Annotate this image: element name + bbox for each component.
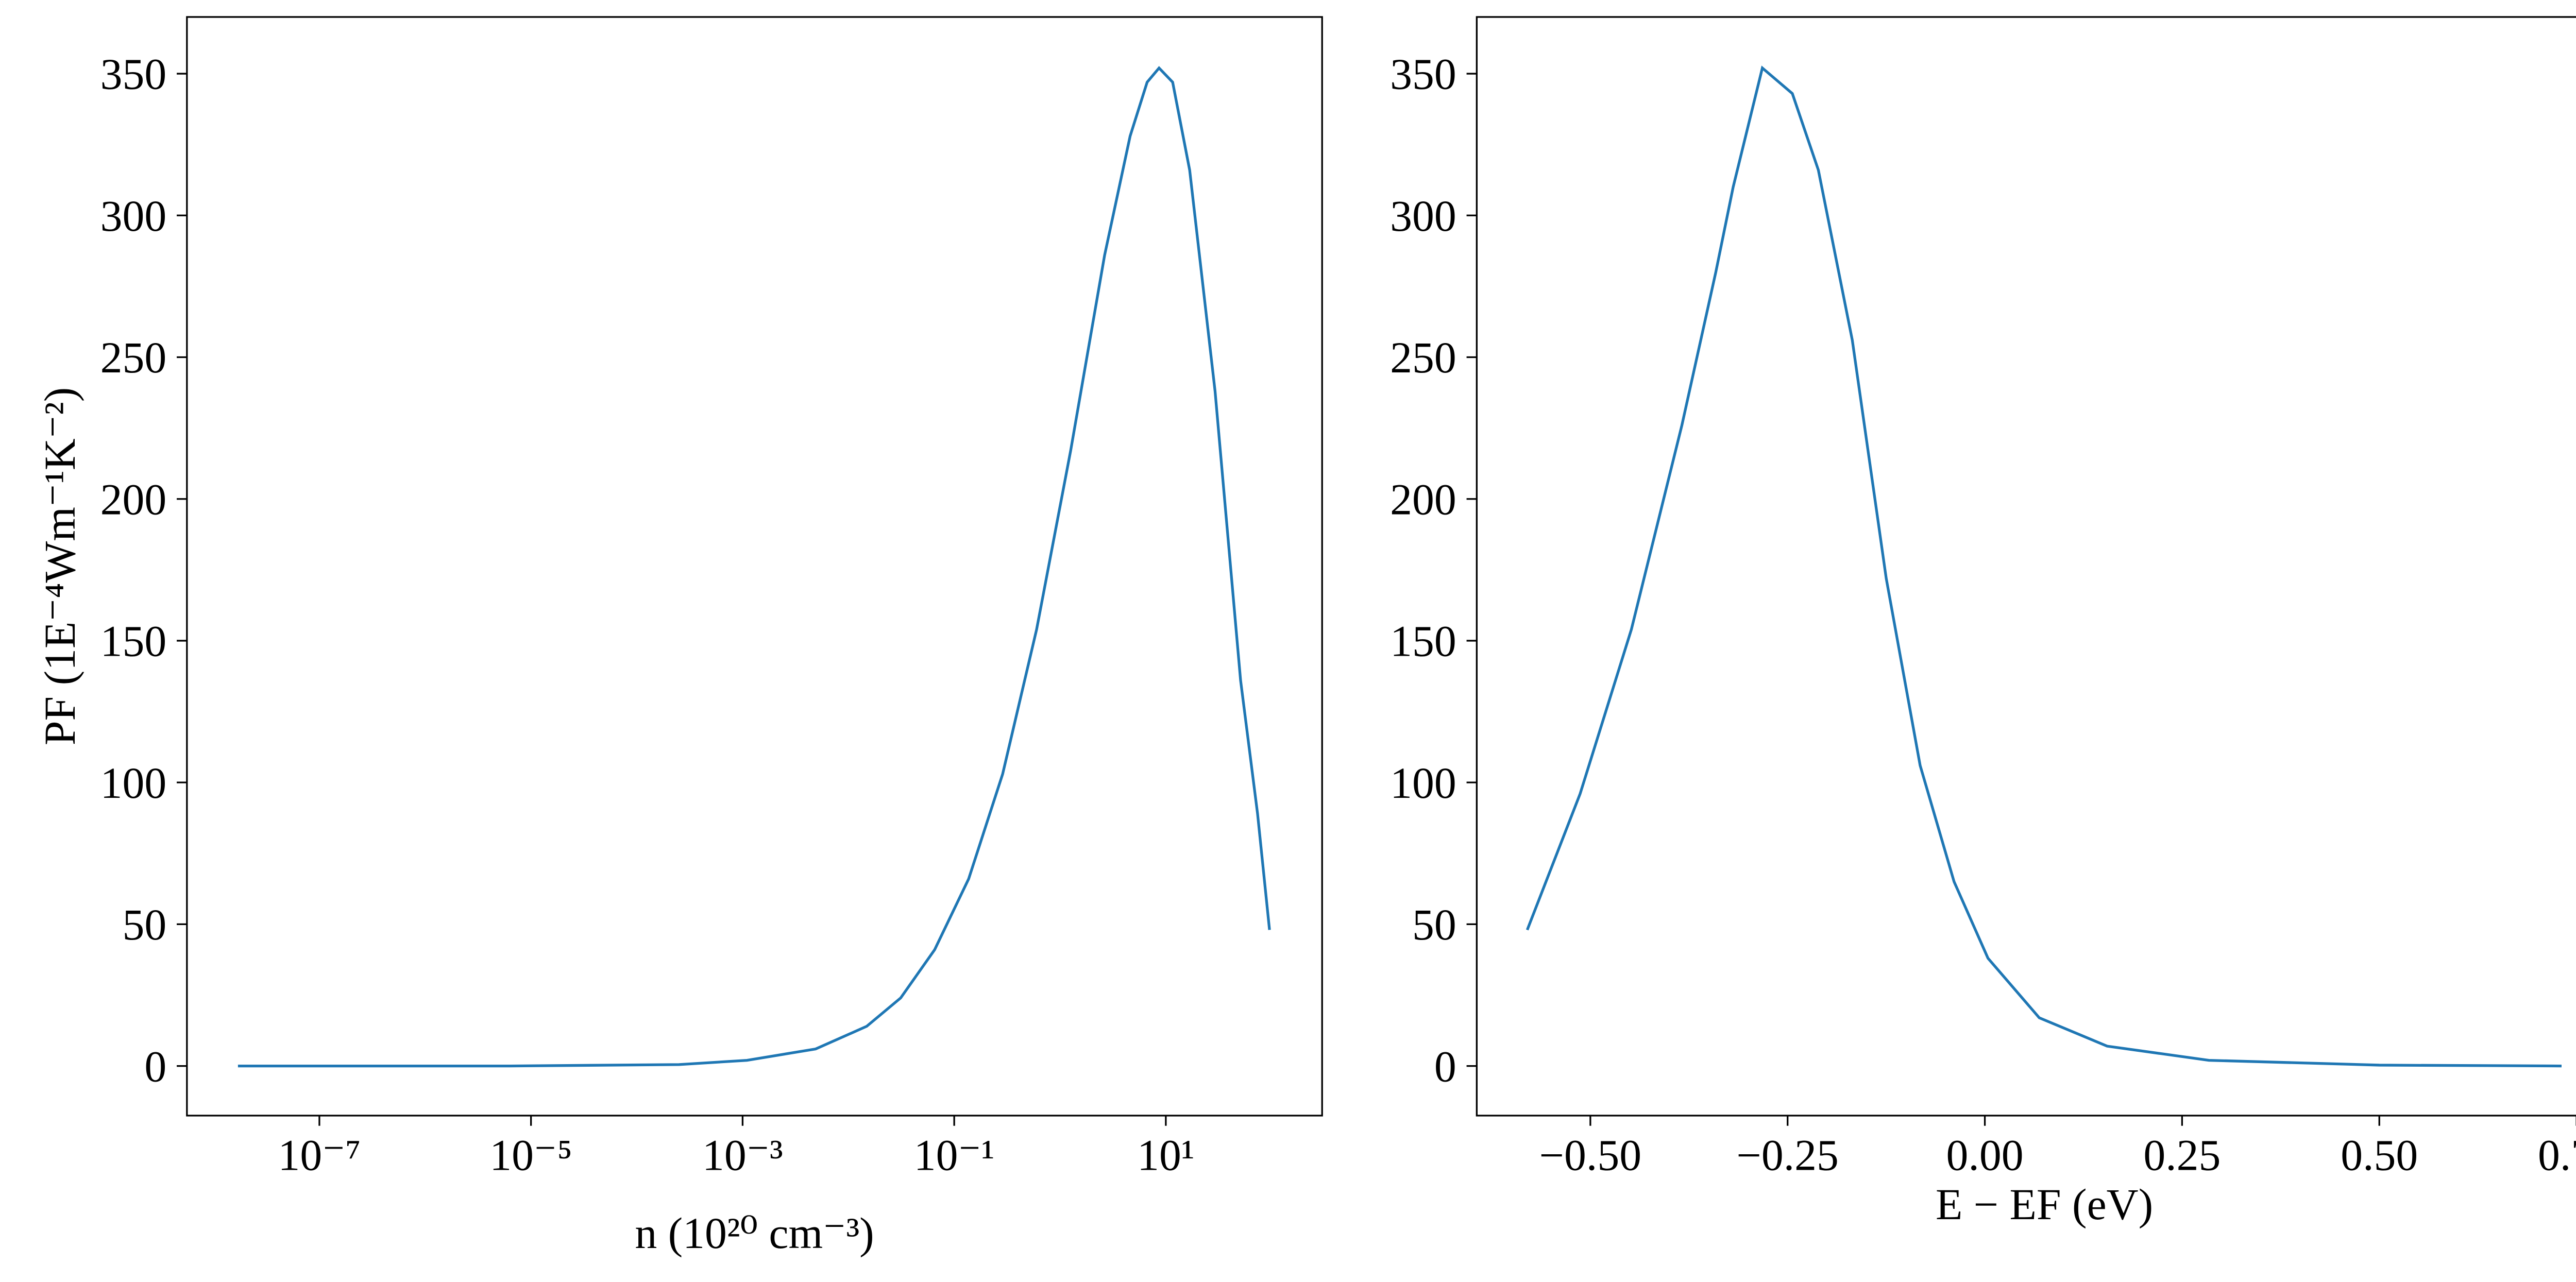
y-tick-label: 50 (1412, 900, 1456, 949)
data-line (1526, 65, 2562, 1068)
y-tick-label: 300 (1390, 192, 1456, 241)
y-tick-label: 100 (100, 759, 167, 808)
y-tick-label: 300 (100, 192, 167, 241)
x-tick-label: 10⁻⁷ (278, 1131, 361, 1180)
y-tick-label: 200 (1390, 475, 1456, 524)
y-tick-label: 100 (1390, 759, 1456, 808)
y-tick-label: 0 (144, 1042, 166, 1091)
y-tick-label: 350 (1390, 50, 1456, 99)
x-axis-label: E − EF (eV) (1936, 1180, 2153, 1229)
x-tick-label: 10⁻³ (702, 1131, 783, 1180)
x-tick-label: 0.00 (1946, 1131, 2024, 1180)
x-tick-label: 0.75 (2538, 1131, 2576, 1180)
y-tick-label: 200 (100, 475, 167, 524)
data-line (238, 66, 1271, 1068)
y-tick-label: 150 (1390, 617, 1456, 666)
x-axis-label: n (10²⁰ cm⁻³) (635, 1209, 874, 1258)
plot-frame (186, 16, 1323, 1117)
x-tick-label: 10¹ (1137, 1131, 1194, 1180)
x-tick-label: −0.50 (1539, 1131, 1641, 1180)
y-tick-label: 50 (123, 900, 167, 949)
y-axis-label: PF (1E⁻⁴Wm⁻¹K⁻²) (36, 387, 84, 745)
plot-frame (1476, 16, 2576, 1117)
y-tick-label: 250 (100, 333, 167, 382)
x-tick-label: 0.50 (2341, 1131, 2418, 1180)
y-tick-label: 250 (1390, 333, 1456, 382)
y-tick-label: 350 (100, 50, 167, 99)
y-tick-label: 0 (1434, 1042, 1456, 1091)
x-tick-label: 10⁻⁵ (489, 1131, 572, 1180)
x-tick-label: −0.25 (1737, 1131, 1839, 1180)
y-tick-label: 150 (100, 617, 167, 666)
x-tick-label: 10⁻¹ (914, 1131, 995, 1180)
x-tick-label: 0.25 (2143, 1131, 2221, 1180)
